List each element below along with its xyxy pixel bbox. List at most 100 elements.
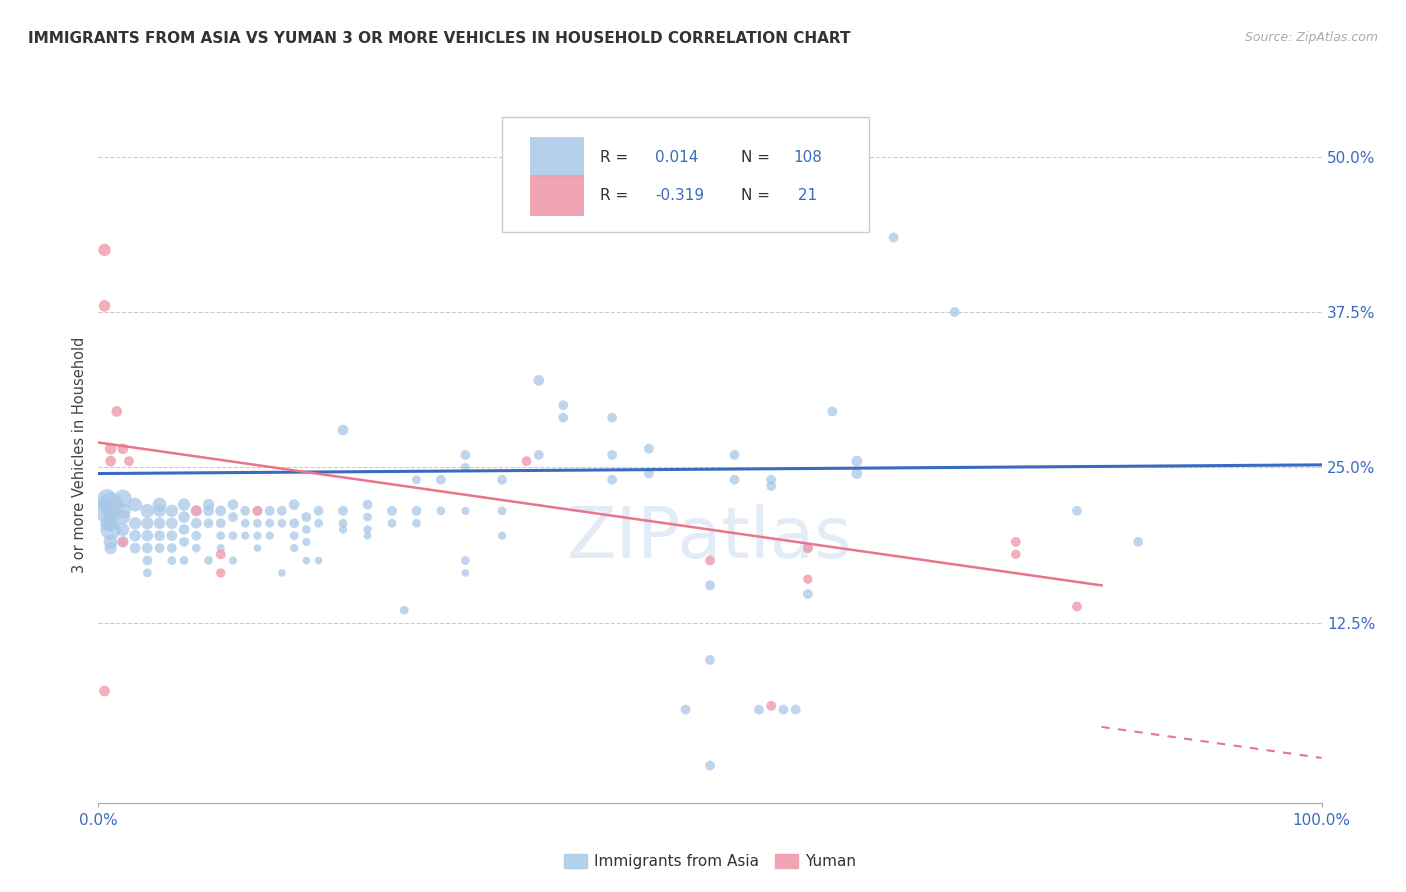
Point: [821, 404, 844, 418]
Point: [797, 541, 820, 555]
Point: [246, 541, 269, 555]
Point: [283, 541, 305, 555]
Point: [308, 516, 330, 531]
Point: [454, 448, 477, 462]
Point: [93, 299, 115, 313]
Point: [283, 498, 305, 512]
Text: Source: ZipAtlas.com: Source: ZipAtlas.com: [1244, 31, 1378, 45]
Point: [173, 523, 195, 537]
Text: ZIPatlas: ZIPatlas: [567, 504, 853, 573]
Point: [748, 703, 770, 717]
Point: [723, 448, 745, 462]
Point: [553, 410, 575, 425]
Point: [100, 541, 122, 555]
Point: [883, 230, 905, 244]
Point: [136, 541, 159, 555]
Point: [124, 541, 146, 555]
Point: [491, 504, 513, 518]
Text: 108: 108: [793, 150, 823, 165]
Point: [785, 703, 807, 717]
Point: [100, 534, 122, 549]
Point: [761, 698, 783, 713]
Point: [356, 498, 378, 512]
Point: [186, 529, 208, 543]
Point: [233, 504, 256, 518]
Point: [761, 479, 783, 493]
Point: [124, 529, 146, 543]
Point: [797, 572, 820, 586]
Point: [186, 541, 208, 555]
Point: [160, 529, 183, 543]
FancyBboxPatch shape: [502, 118, 869, 232]
Point: [124, 516, 146, 531]
Point: [381, 516, 404, 531]
Point: [96, 491, 118, 506]
Point: [761, 473, 783, 487]
Point: [246, 529, 269, 543]
Point: [332, 516, 354, 531]
Point: [259, 504, 281, 518]
Point: [454, 566, 477, 580]
Point: [93, 504, 115, 518]
Point: [100, 523, 122, 537]
Point: [209, 504, 232, 518]
Point: [100, 498, 122, 512]
Point: [233, 529, 256, 543]
Point: [699, 578, 721, 592]
Point: [356, 529, 378, 543]
Point: [259, 516, 281, 531]
Point: [332, 423, 354, 437]
Point: [283, 516, 305, 531]
Point: [111, 504, 134, 518]
Point: [173, 553, 195, 567]
Text: 0.014: 0.014: [655, 150, 699, 165]
Point: [1066, 504, 1088, 518]
Point: [246, 504, 269, 518]
Point: [600, 473, 623, 487]
Point: [173, 534, 195, 549]
Point: [118, 454, 141, 468]
Point: [111, 523, 134, 537]
Point: [772, 703, 794, 717]
Point: [197, 516, 219, 531]
Point: [797, 541, 820, 555]
Point: [246, 516, 269, 531]
Point: [100, 442, 122, 456]
Point: [943, 305, 966, 319]
Point: [600, 410, 623, 425]
Point: [197, 553, 219, 567]
Point: [699, 553, 721, 567]
Point: [136, 529, 159, 543]
Point: [270, 504, 294, 518]
Point: [1066, 599, 1088, 614]
Text: R =: R =: [600, 150, 633, 165]
Point: [93, 243, 115, 257]
Point: [173, 510, 195, 524]
Point: [197, 498, 219, 512]
Point: [491, 473, 513, 487]
Point: [638, 467, 661, 481]
Point: [246, 504, 269, 518]
Point: [111, 442, 134, 456]
Point: [270, 566, 294, 580]
Text: 21: 21: [793, 188, 817, 202]
Point: [392, 603, 416, 617]
Point: [454, 553, 477, 567]
Point: [160, 553, 183, 567]
Point: [160, 541, 183, 555]
Point: [454, 504, 477, 518]
Point: [97, 516, 120, 531]
Point: [209, 516, 232, 531]
Point: [111, 491, 134, 506]
Text: IMMIGRANTS FROM ASIA VS YUMAN 3 OR MORE VEHICLES IN HOUSEHOLD CORRELATION CHART: IMMIGRANTS FROM ASIA VS YUMAN 3 OR MORE …: [28, 31, 851, 46]
Point: [149, 498, 172, 512]
Text: N =: N =: [741, 188, 775, 202]
Point: [295, 523, 318, 537]
Text: N =: N =: [741, 150, 775, 165]
Point: [149, 541, 172, 555]
Point: [124, 498, 146, 512]
Point: [430, 473, 453, 487]
Point: [699, 758, 721, 772]
Point: [527, 373, 550, 387]
Point: [186, 504, 208, 518]
